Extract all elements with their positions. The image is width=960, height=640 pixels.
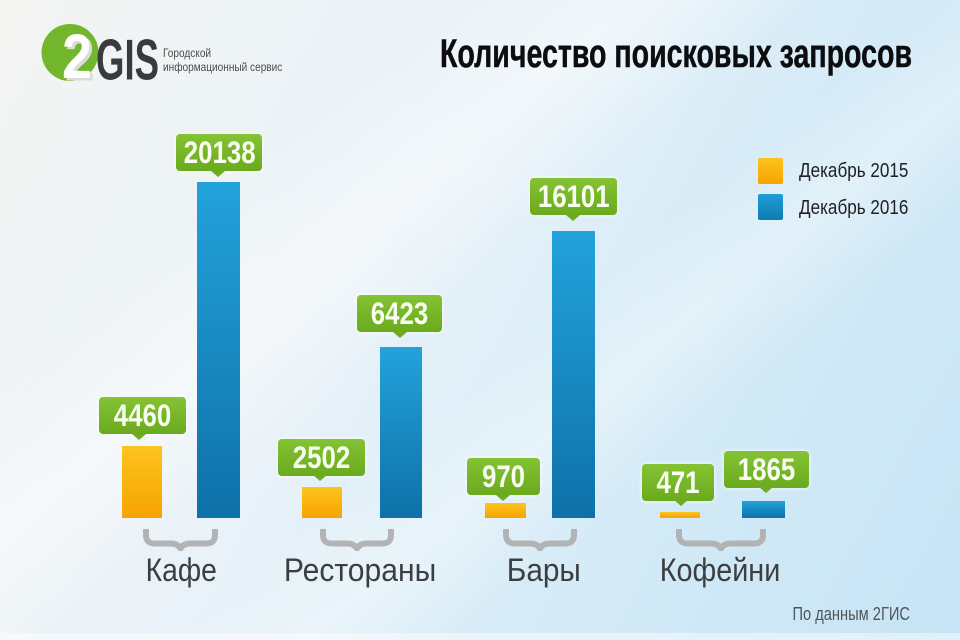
svg-text:GIS: GIS bbox=[96, 29, 159, 91]
svg-text:2: 2 bbox=[65, 24, 95, 90]
svg-text:2: 2 bbox=[62, 22, 92, 90]
